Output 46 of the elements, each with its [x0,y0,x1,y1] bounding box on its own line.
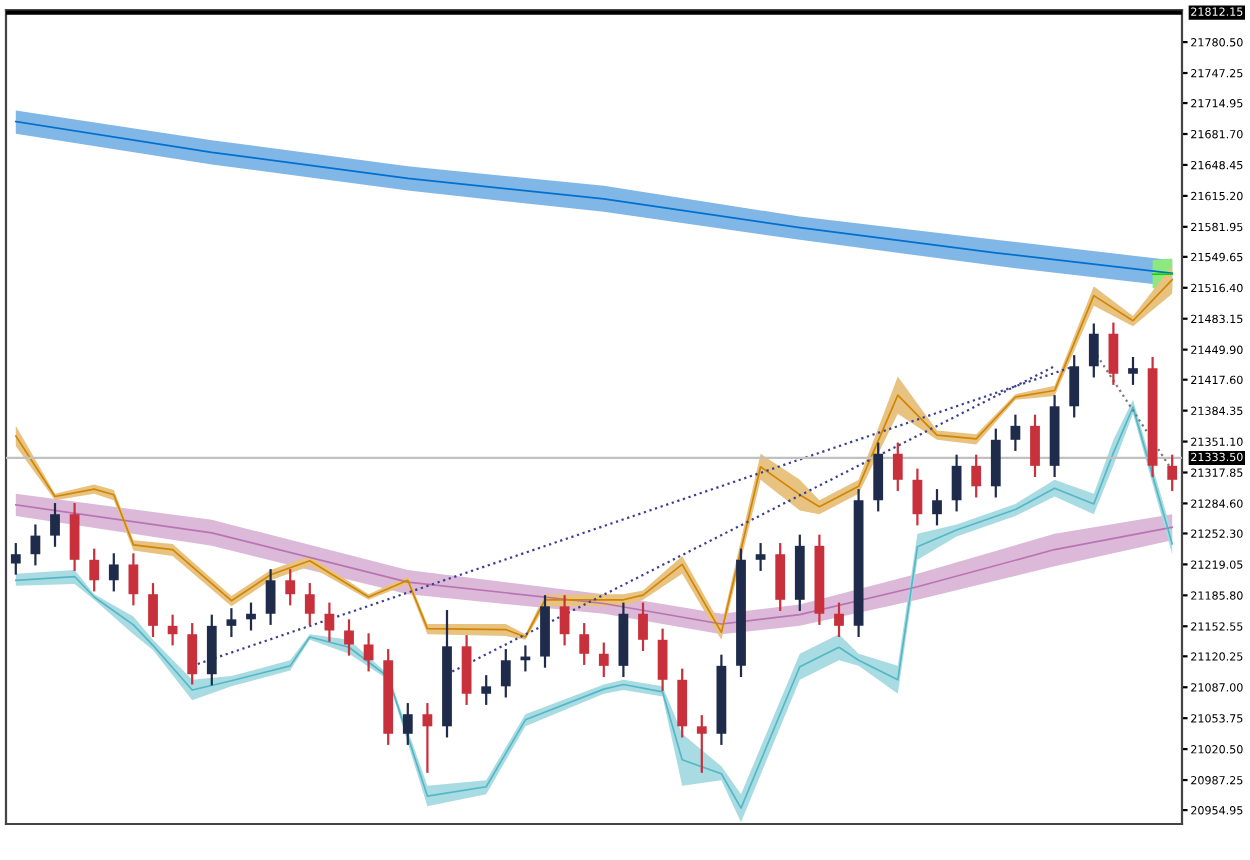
candlestick [755,541,766,573]
candlestick [69,501,80,573]
candlestick [246,601,256,632]
candlestick [461,634,472,707]
candlestick [892,441,903,493]
candlestick [638,601,648,653]
candlestick [834,601,844,639]
candlestick [657,627,668,693]
candlestick [971,453,982,499]
candlestick [344,618,354,657]
candlestick [1010,413,1021,453]
candlestick [500,648,511,699]
candlestick [1128,355,1138,387]
candlestick [481,674,492,707]
candlestick [402,701,413,747]
candlestick [1088,322,1099,379]
candlestick [1108,321,1119,387]
candlestick [1167,453,1178,493]
candlestick [108,552,119,593]
candlestick [1069,354,1080,419]
candlestick [873,441,884,513]
candlestick [422,701,433,774]
candlestick [363,632,374,673]
candlestick [128,552,139,607]
candlestick [559,594,570,647]
candlestick [265,567,276,627]
candlestick [598,641,609,679]
candlestick [1030,413,1040,479]
candlestick [912,467,923,527]
candlestick [187,621,198,686]
candlestick [304,581,315,627]
candlestick [167,613,178,647]
candlestick [10,541,21,576]
candlestick [951,453,962,513]
candlestick [324,601,335,643]
candlestick [148,581,158,639]
candlestick [50,501,60,548]
candlestick [775,541,786,613]
candlestick [696,714,707,774]
candlestick [285,567,296,607]
candlestick [990,427,1001,499]
candlestick [579,621,590,667]
candlestick [89,547,100,593]
candlestick [677,667,688,739]
candlestick [226,607,237,639]
candlestick [932,487,942,527]
